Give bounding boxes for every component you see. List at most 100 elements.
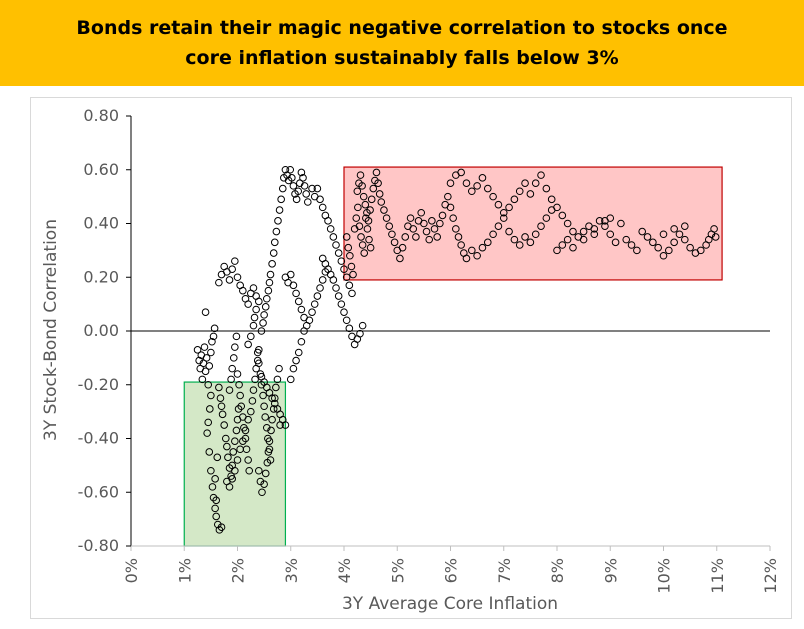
- data-point: [595, 217, 604, 225]
- data-point: [358, 321, 367, 330]
- data-point: [223, 442, 231, 451]
- data-point: [292, 289, 300, 298]
- red-highlight-box: [343, 166, 723, 281]
- data-point: [363, 225, 372, 233]
- data-point: [216, 394, 225, 402]
- data-point: [633, 246, 641, 255]
- data-point: [310, 300, 319, 308]
- y-tick-label: 0.40: [83, 214, 119, 233]
- data-point: [305, 316, 314, 325]
- axes: [126, 115, 771, 551]
- data-point: [264, 286, 273, 295]
- data-point: [254, 297, 263, 306]
- data-point: [526, 190, 535, 198]
- data-point: [332, 241, 340, 249]
- data-point: [202, 354, 211, 362]
- data-point: [590, 230, 599, 239]
- data-point: [344, 243, 353, 252]
- data-point: [505, 203, 513, 212]
- data-point: [239, 437, 247, 445]
- y-tick-label: 0.20: [83, 267, 119, 286]
- data-point: [281, 165, 290, 174]
- data-point: [247, 407, 255, 416]
- data-point: [228, 475, 236, 483]
- data-point: [262, 423, 271, 432]
- data-point: [569, 227, 577, 236]
- data-point: [268, 260, 276, 268]
- data-point: [217, 402, 226, 411]
- data-point: [241, 434, 250, 443]
- chart-title-banner: Bonds retain their magic negative correl…: [0, 0, 804, 86]
- data-point: [352, 214, 361, 222]
- data-point: [297, 168, 306, 177]
- data-point: [318, 203, 327, 212]
- data-point: [273, 375, 282, 384]
- data-point: [206, 405, 214, 413]
- data-point: [258, 488, 266, 497]
- data-point: [356, 329, 364, 338]
- data-point: [272, 227, 281, 236]
- data-point: [208, 337, 216, 346]
- data-point: [401, 233, 410, 241]
- data-point: [244, 415, 252, 424]
- data-point: [665, 246, 673, 255]
- data-point: [358, 182, 366, 190]
- data-point: [349, 270, 357, 279]
- data-point: [211, 504, 219, 513]
- data-point: [263, 458, 272, 467]
- data-point: [348, 289, 356, 298]
- data-point: [303, 198, 312, 206]
- y-tick-label: -0.40: [78, 429, 119, 448]
- data-point: [286, 375, 295, 384]
- data-point: [388, 230, 396, 239]
- data-point: [483, 238, 492, 247]
- chart-title-line-2: core inflation sustainably falls below 3…: [185, 47, 619, 69]
- data-point: [268, 415, 276, 424]
- data-point: [278, 184, 287, 193]
- data-point: [377, 198, 386, 206]
- data-point: [355, 222, 364, 230]
- data-point: [227, 375, 235, 384]
- data-point: [457, 241, 465, 249]
- data-point: [547, 195, 556, 204]
- data-point: [308, 308, 316, 316]
- data-point: [360, 249, 369, 257]
- data-point: [292, 356, 300, 365]
- data-point: [274, 217, 282, 225]
- data-point: [318, 276, 327, 284]
- data-point: [221, 434, 230, 443]
- data-point: [542, 184, 551, 193]
- data-point: [337, 300, 346, 308]
- data-point: [409, 225, 418, 233]
- data-point: [611, 238, 620, 247]
- y-tick-label: 0.60: [83, 160, 119, 179]
- data-point: [601, 222, 609, 230]
- data-point: [289, 281, 298, 290]
- data-point: [299, 174, 307, 182]
- data-point: [232, 426, 241, 435]
- data-point: [396, 254, 404, 263]
- y-tick-label: 0.80: [83, 106, 119, 125]
- data-point: [515, 187, 524, 196]
- data-point: [362, 214, 370, 222]
- data-point: [207, 466, 215, 475]
- data-point: [294, 348, 303, 357]
- data-point: [266, 270, 275, 279]
- data-point: [553, 203, 561, 212]
- data-point: [342, 316, 351, 325]
- data-point: [300, 182, 309, 190]
- data-point: [244, 300, 252, 308]
- x-tick-label: 0%: [122, 558, 141, 583]
- data-point: [209, 493, 218, 502]
- data-point: [372, 168, 381, 177]
- data-point: [261, 413, 269, 421]
- data-point: [204, 380, 213, 389]
- data-point: [356, 171, 365, 179]
- data-point: [428, 217, 436, 225]
- data-point: [510, 235, 519, 244]
- data-point: [247, 332, 255, 341]
- x-tick-label: 6%: [442, 558, 461, 583]
- data-point: [260, 311, 268, 319]
- data-point: [340, 265, 348, 273]
- data-point: [265, 278, 274, 287]
